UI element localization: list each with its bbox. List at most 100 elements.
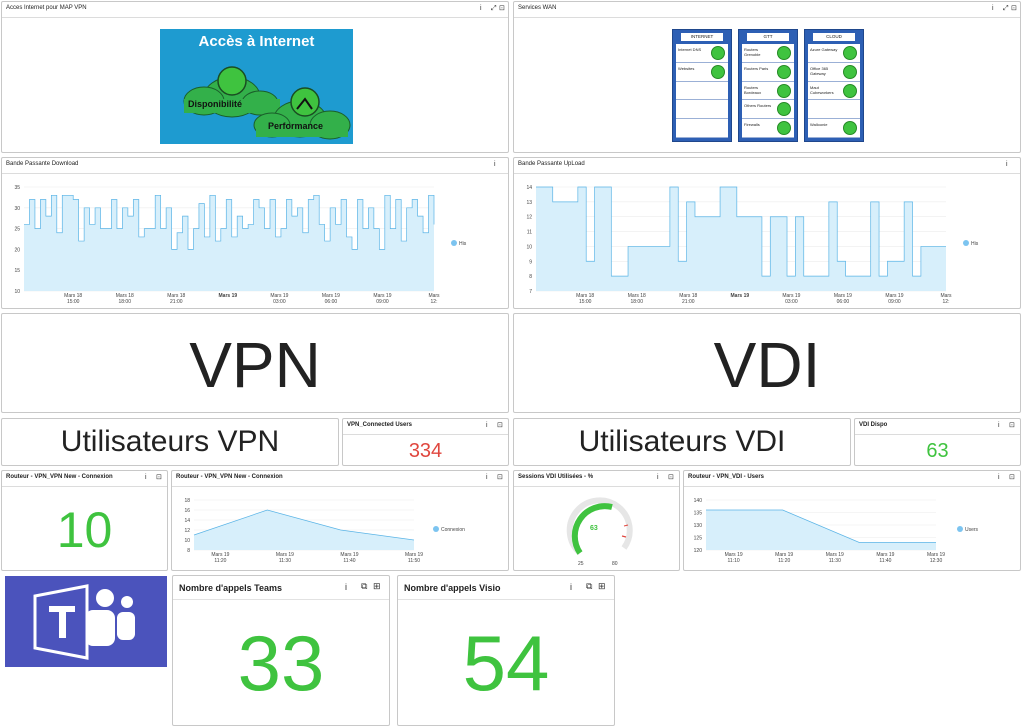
info-icon[interactable]: i: [486, 422, 488, 429]
panel-vdi-dispo: VDI Dispo i ⊡ 63: [854, 418, 1021, 466]
menu-icon[interactable]: ⊡: [156, 474, 162, 481]
menu-icon[interactable]: ⊡: [1009, 474, 1015, 481]
x-tick-label: Mars 19: [373, 293, 391, 299]
expand-icon[interactable]: ⤢: [491, 5, 497, 12]
x-tick-label: 11:50: [408, 558, 420, 564]
menu-icon[interactable]: ⊡: [497, 474, 503, 481]
info-icon[interactable]: i: [998, 474, 1000, 481]
wan-service-row[interactable]: Routers Paris: [742, 63, 794, 82]
sessions-gauge-min: 25: [578, 561, 584, 567]
x-tick-label: Mars 19: [834, 293, 852, 299]
wan-service-row[interactable]: Routers Grenoble: [742, 44, 794, 63]
panel-header: Bande Passante Download i: [2, 158, 508, 174]
wan-service-row[interactable]: [676, 100, 728, 120]
x-tick-label: 03:00: [273, 299, 286, 305]
info-icon[interactable]: i: [480, 5, 482, 12]
x-tick-label: 21:00: [170, 299, 183, 305]
wan-service-label: Walloonie: [810, 122, 828, 128]
panel-upload-bandwidth: Bande Passante UpLoad i 14 13 12 11 10 9 8 7 Mar…: [513, 157, 1021, 309]
info-icon[interactable]: i: [486, 474, 488, 481]
panel-header: Services WAN i ⤢ ⊡: [514, 2, 1020, 18]
x-tick-label: Mars 19: [885, 293, 903, 299]
info-icon[interactable]: i: [992, 5, 994, 12]
menu-icon[interactable]: ⊡: [668, 474, 674, 481]
status-ok-icon: [711, 64, 725, 79]
panel-teams-calls: Nombre d'appels Teams i ⧉ ⊞ 33: [172, 575, 390, 726]
wan-service-row[interactable]: Others Routers: [742, 100, 794, 120]
expand-icon[interactable]: ⤢: [1003, 5, 1009, 12]
wan-service-row[interactable]: Maut Cubeworkers: [808, 82, 860, 101]
panel-router-vpn-connexion-chart: Routeur - VPN_VPN New - Connexion i ⊡ 18…: [171, 470, 509, 571]
menu-icon[interactable]: ⊡: [497, 422, 503, 429]
wan-service-label: Websites: [678, 65, 695, 71]
panel-router-vpn-connexion-value: Routeur - VPN_VPN New - Connexion i ⊡ 10: [1, 470, 168, 571]
x-tick-label: 03:00: [785, 299, 798, 305]
legend-label: His: [459, 241, 467, 247]
wan-service-label: Routers Grenoble: [744, 47, 761, 57]
wan-service-label: Internet DNS: [678, 47, 702, 52]
panel-title: Acces Internet pour MAP VPN: [6, 5, 87, 11]
x-tick-label: 09:00: [376, 299, 389, 305]
panel-title: Bande Passante Download: [6, 161, 79, 167]
visio-calls-value: 54: [462, 619, 550, 707]
info-icon[interactable]: i: [345, 582, 347, 592]
info-icon[interactable]: i: [1006, 161, 1008, 168]
internet-banner[interactable]: Accès à Internet Disponibilité Performan…: [160, 29, 353, 144]
wan-service-row[interactable]: Walloonie: [808, 119, 860, 138]
menu-icon[interactable]: ⊡: [1009, 422, 1015, 429]
panel-header: VPN_Connected Users i ⊡: [343, 419, 508, 435]
teams-logo-tile[interactable]: [5, 576, 167, 667]
wan-service-row[interactable]: [808, 100, 860, 120]
wan-service-row[interactable]: Office 365 Gateway: [808, 63, 860, 82]
x-tick-label: Mars 19: [725, 552, 743, 558]
status-ok-icon: [843, 46, 857, 60]
vdi-dispo-value: 63: [926, 440, 949, 462]
expand-icon[interactable]: ⊞: [598, 581, 606, 591]
x-tick-label: Mars 19: [219, 293, 238, 299]
y-tick-label: 8: [529, 274, 532, 280]
info-icon[interactable]: i: [570, 582, 572, 592]
expand-icon[interactable]: ⊞: [373, 581, 381, 591]
external-link-icon[interactable]: ⧉: [586, 581, 593, 591]
y-tick-label: 16: [184, 508, 190, 514]
panel-title: Nombre d'appels Visio: [404, 583, 501, 593]
x-tick-label: 21:00: [682, 299, 695, 305]
wan-service-row[interactable]: [676, 119, 728, 138]
y-tick-label: 18: [184, 498, 190, 504]
panel-header: Nombre d'appels Visio i ⧉ ⊞: [398, 576, 614, 600]
wan-service-row[interactable]: [676, 82, 728, 101]
status-ok-icon: [843, 83, 857, 98]
info-icon[interactable]: i: [145, 474, 147, 481]
x-tick-label: Mars 19: [270, 293, 288, 299]
info-icon[interactable]: i: [494, 161, 496, 168]
wan-service-row[interactable]: Firewalls: [742, 119, 794, 138]
y-tick-label: 35: [14, 185, 20, 191]
info-icon[interactable]: i: [657, 474, 659, 481]
cloud-illustration: [183, 66, 351, 140]
sessions-gauge: [566, 497, 633, 556]
panel-header: Bande Passante UpLoad i: [514, 158, 1020, 174]
y-tick-label: 12: [526, 215, 532, 221]
info-icon[interactable]: i: [998, 422, 1000, 429]
external-link-icon[interactable]: ⧉: [361, 581, 368, 591]
panel-header: Routeur - VPN_VDI - Users i ⊡: [684, 471, 1020, 487]
wan-service-row[interactable]: Internet DNS: [676, 44, 728, 63]
panel-internet-access: Acces Internet pour MAP VPN i ⤢ ⊡ Accès …: [1, 1, 509, 153]
panel-header: Acces Internet pour MAP VPN i ⤢ ⊡: [2, 2, 508, 18]
legend-label: Connexion: [441, 527, 465, 533]
y-tick-label: 14: [184, 518, 190, 524]
menu-icon[interactable]: ⊡: [499, 5, 505, 12]
wan-service-row[interactable]: Azure Gateway: [808, 44, 860, 63]
y-tick-label: 10: [526, 244, 532, 250]
y-tick-label: 11: [527, 230, 532, 236]
status-ok-icon: [711, 46, 725, 60]
menu-icon[interactable]: ⊡: [1011, 5, 1017, 12]
wan-column-header: INTERNET: [681, 33, 723, 41]
wan-service-row[interactable]: Routers Bordeaux: [742, 82, 794, 101]
wan-service-row[interactable]: Websites: [676, 63, 728, 82]
availability-label: Disponibilité: [188, 99, 242, 109]
